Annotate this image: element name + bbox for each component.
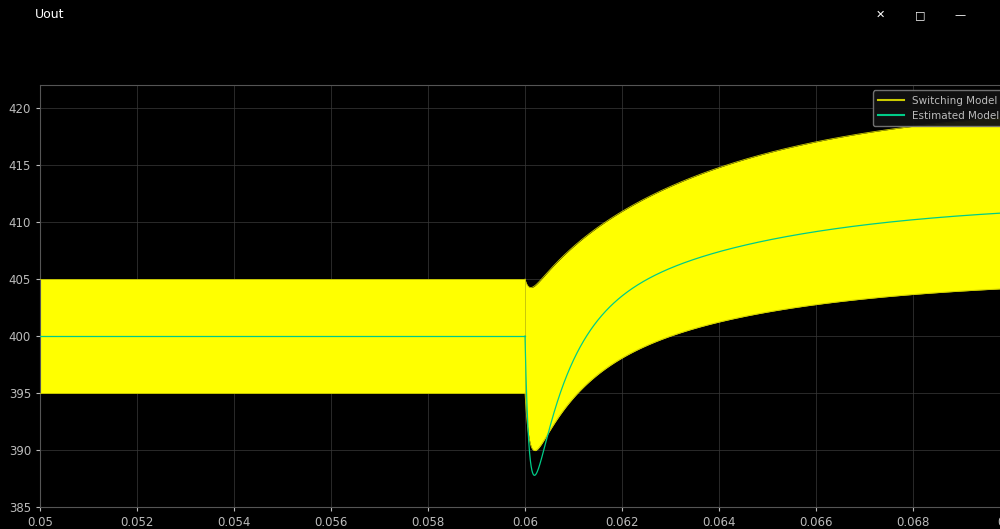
Text: □: □ bbox=[915, 10, 925, 20]
Text: View: View bbox=[150, 36, 177, 46]
Text: Help: Help bbox=[290, 36, 315, 46]
Text: Tools: Tools bbox=[80, 36, 107, 46]
Legend: Switching Model, Estimated Model: Switching Model, Estimated Model bbox=[873, 90, 1000, 126]
Text: File: File bbox=[10, 36, 29, 46]
Text: ✕: ✕ bbox=[875, 10, 885, 20]
Text: Uout: Uout bbox=[35, 8, 64, 22]
Text: Simulation: Simulation bbox=[220, 36, 280, 46]
Text: —: — bbox=[954, 10, 966, 20]
Text: Sample based   T=0.100: Sample based T=0.100 bbox=[853, 513, 990, 523]
Text: Ready: Ready bbox=[10, 513, 45, 523]
